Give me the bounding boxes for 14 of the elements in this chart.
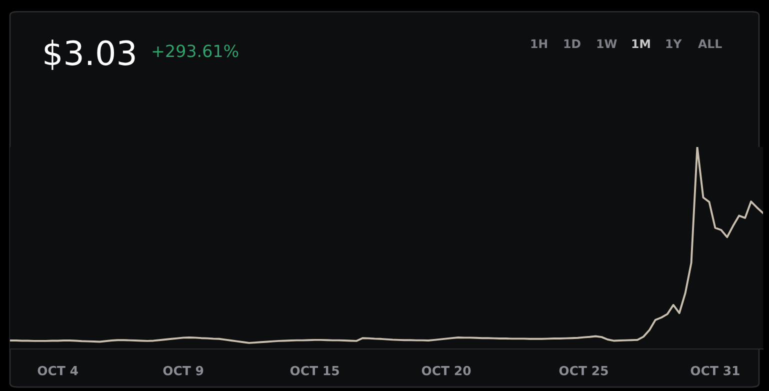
text: 1M [632,39,650,48]
text: 1W [597,39,617,48]
text: ALL [698,39,722,48]
x-tick-label: OCT 4 [38,366,78,376]
text: 1Y [666,39,682,48]
x-tick-label: OCT 25 [559,366,608,376]
x-tick-label: OCT 20 [422,366,471,376]
x-tick-label: OCT 31 [690,366,740,376]
x-tick-label: OCT 15 [290,366,339,376]
text: 1H [531,39,548,48]
text: +293.61% [152,44,238,58]
text: 1D [564,39,580,48]
chart-title: $3.03 [44,40,135,70]
x-tick-label: OCT 9 [163,366,204,376]
